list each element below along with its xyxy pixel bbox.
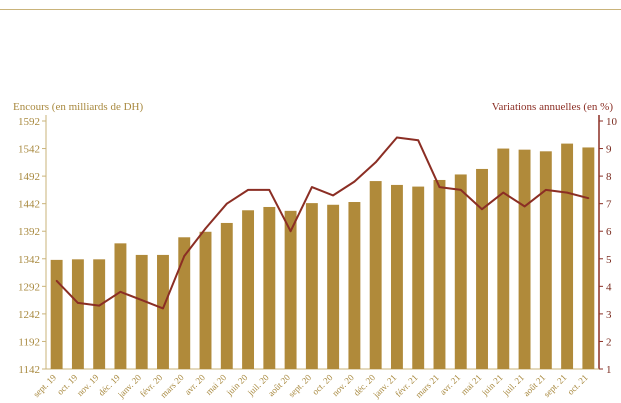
left-tick-label: 1492 bbox=[18, 171, 40, 183]
bar bbox=[50, 259, 63, 369]
x-tick-label: avr. 21 bbox=[438, 372, 462, 396]
line-point bbox=[587, 197, 590, 200]
bar bbox=[71, 259, 84, 369]
x-tick-label: mai 20 bbox=[204, 372, 229, 397]
line-point bbox=[502, 191, 505, 194]
x-tick-label: juil. 20 bbox=[245, 372, 271, 398]
bar bbox=[497, 148, 510, 369]
line-point bbox=[162, 307, 164, 310]
line-point bbox=[544, 188, 547, 191]
bar bbox=[327, 204, 340, 369]
x-tick-label: sept. 21 bbox=[542, 372, 569, 399]
left-tick-label: 1392 bbox=[18, 226, 40, 238]
line-point bbox=[353, 180, 356, 183]
line-point bbox=[98, 304, 101, 307]
right-tick-label: 10 bbox=[606, 116, 618, 128]
x-tick-label: mars 21 bbox=[413, 372, 440, 399]
line-point bbox=[396, 136, 398, 139]
bar bbox=[582, 147, 595, 369]
x-tick-label: mai 21 bbox=[459, 372, 484, 397]
line-point bbox=[438, 186, 441, 189]
right-tick-label: 3 bbox=[606, 309, 612, 321]
bar bbox=[518, 149, 531, 369]
x-tick-label: nov. 19 bbox=[75, 372, 101, 398]
bar bbox=[412, 186, 425, 369]
bar bbox=[454, 174, 467, 369]
x-tick-label: juin 21 bbox=[479, 372, 505, 398]
x-tick-label: nov. 20 bbox=[330, 372, 356, 398]
x-tick-label: sept. 19 bbox=[31, 372, 58, 399]
left-tick-label: 1592 bbox=[18, 116, 40, 128]
line-point bbox=[77, 301, 79, 304]
x-tick-label: janv. 21 bbox=[370, 372, 398, 400]
left-tick-label: 1142 bbox=[18, 364, 40, 376]
bar bbox=[114, 243, 127, 369]
line-point bbox=[268, 188, 271, 191]
bar bbox=[242, 210, 255, 369]
line-point bbox=[289, 230, 292, 233]
line-point bbox=[417, 139, 420, 142]
right-tick-label: 5 bbox=[606, 254, 612, 266]
bar bbox=[93, 259, 106, 369]
bar bbox=[135, 254, 148, 369]
bar bbox=[433, 179, 446, 369]
x-tick-label: mars 20 bbox=[158, 372, 186, 400]
bar bbox=[476, 168, 488, 369]
line-point bbox=[459, 188, 462, 191]
bar bbox=[263, 206, 276, 369]
line-point bbox=[566, 191, 568, 194]
left-tick-label: 1342 bbox=[18, 254, 40, 266]
line-point bbox=[374, 161, 377, 164]
bar bbox=[390, 184, 403, 369]
x-tick-label: oct. 21 bbox=[565, 372, 589, 396]
right-tick-label: 4 bbox=[606, 281, 612, 293]
right-tick-label: 1 bbox=[606, 364, 612, 376]
line-point bbox=[481, 208, 483, 211]
right-tick-label: 6 bbox=[606, 226, 612, 238]
top-rule bbox=[0, 9, 621, 10]
line-point bbox=[55, 279, 58, 282]
left-tick-label: 1442 bbox=[18, 199, 40, 211]
line-point bbox=[225, 202, 228, 205]
bar bbox=[220, 222, 233, 369]
right-tick-label: 7 bbox=[606, 199, 612, 211]
left-tick-label: 1542 bbox=[18, 144, 40, 156]
line-point bbox=[247, 188, 249, 191]
bar bbox=[178, 237, 191, 369]
right-axis-title: Variations annuelles (en %) bbox=[491, 101, 613, 113]
right-tick-label: 8 bbox=[606, 171, 612, 183]
bar bbox=[561, 143, 574, 369]
bar bbox=[199, 231, 212, 369]
x-tick-label: juin 20 bbox=[224, 372, 250, 398]
series-line bbox=[55, 136, 589, 310]
left-tick-label: 1292 bbox=[18, 281, 40, 293]
bar bbox=[539, 151, 552, 369]
bar bbox=[284, 210, 297, 369]
line-point bbox=[332, 194, 335, 197]
right-tick-label: 9 bbox=[606, 144, 612, 156]
line-point bbox=[204, 227, 207, 230]
x-tick-label: juil. 21 bbox=[500, 372, 526, 398]
line-point bbox=[310, 186, 313, 189]
bar bbox=[305, 203, 318, 369]
line-point bbox=[140, 299, 143, 302]
x-tick-label: janv. 20 bbox=[115, 372, 143, 400]
bar bbox=[348, 202, 361, 369]
left-tick-label: 1192 bbox=[18, 336, 40, 348]
line-point bbox=[119, 290, 122, 293]
right-tick-label: 2 bbox=[606, 336, 612, 348]
x-tick-label: avr. 20 bbox=[183, 372, 208, 397]
line-point bbox=[523, 205, 526, 208]
x-tick-label: sept. 20 bbox=[286, 372, 313, 399]
left-axis-title: Encours (en milliards de DH) bbox=[13, 101, 144, 113]
bar bbox=[369, 181, 382, 369]
left-tick-label: 1242 bbox=[18, 309, 40, 321]
line-point bbox=[183, 255, 186, 257]
bar bbox=[157, 254, 169, 369]
